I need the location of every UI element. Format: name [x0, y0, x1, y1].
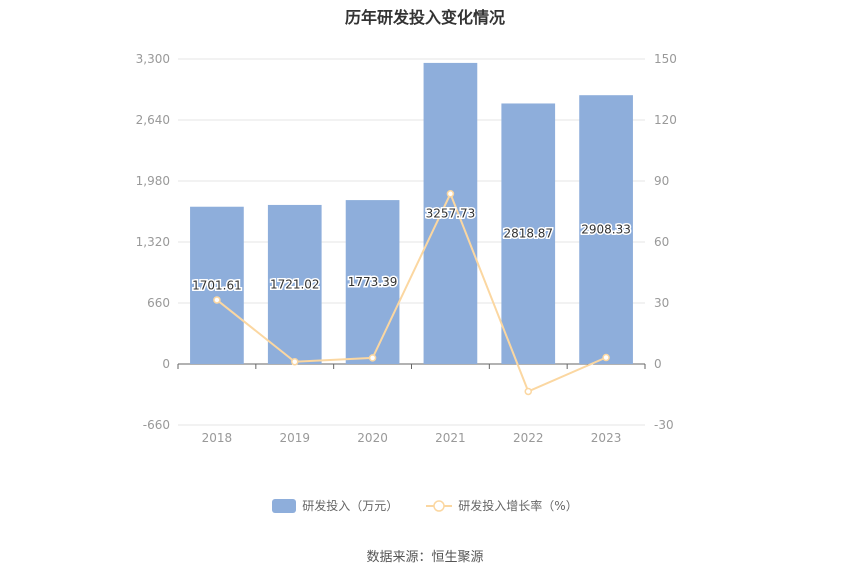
bar — [190, 206, 244, 364]
x-tick-label: 2020 — [357, 431, 388, 445]
bar — [579, 95, 633, 365]
grid-lines — [178, 58, 645, 426]
growth-line — [216, 191, 607, 393]
bar-value-label: 1773.39 — [348, 275, 398, 289]
y-left-tick-label: 1,980 — [136, 174, 170, 188]
y-right-tick-label: 90 — [654, 174, 669, 188]
line-series — [213, 190, 610, 396]
line-point — [446, 190, 455, 198]
legend-swatch-bar — [272, 498, 297, 513]
bar-value-label: 1701.61 — [192, 278, 242, 292]
bar — [345, 200, 400, 364]
x-tick-label: 2023 — [591, 431, 622, 445]
bar-value-label: 2908.33 — [581, 223, 631, 237]
bar — [267, 204, 322, 364]
legend-swatch-line — [426, 499, 453, 512]
axes: 3,300 2,640 1,980 1,320 660 0 -660 150 120 90 60 30… — [136, 52, 677, 445]
x-tick-label: 2022 — [513, 431, 544, 445]
bar — [423, 62, 478, 365]
y-left-tick-label: 660 — [147, 296, 170, 310]
y-left-tick-label: 0 — [162, 357, 170, 371]
source-note: 数据来源：恒生聚源 — [366, 550, 484, 565]
y-right-tick-label: 30 — [654, 296, 669, 310]
y-right-tick-label: -30 — [654, 418, 674, 432]
y-left-tick-label: 2,640 — [136, 113, 170, 127]
y-right-tick-label: 0 — [654, 357, 662, 371]
bar-value-label: 1721.02 — [270, 277, 320, 291]
line-point — [524, 387, 532, 396]
line-point — [602, 353, 610, 362]
bar-value-label: 2818.87 — [503, 227, 553, 241]
bar-series — [190, 62, 633, 365]
bar-value-label: 3257.73 — [426, 206, 476, 220]
legend-item-line[interactable]: 研发投入增长率（%） — [426, 497, 578, 514]
y-right-tick-label: 60 — [654, 235, 669, 249]
line-point — [213, 296, 221, 304]
bar — [501, 103, 556, 364]
data-labels: 1701.61 1721.02 1773.39 3257.73 2818.87 2908.… — [191, 205, 633, 294]
line-point — [368, 354, 377, 362]
y-right-tick-label: 120 — [654, 113, 677, 127]
x-tick-label: 2021 — [435, 431, 466, 445]
legend-item-bar[interactable]: 研发投入（万元） — [272, 497, 398, 514]
x-tick-label: 2018 — [202, 431, 233, 445]
y-right-tick-label: 150 — [654, 52, 677, 66]
legend-label-line: 研发投入增长率（%） — [458, 499, 578, 513]
line-point — [291, 358, 299, 366]
legend: 研发投入（万元） 研发投入增长率（%） — [0, 497, 850, 514]
x-tick-label: 2019 — [279, 431, 310, 445]
chart-title: 历年研发投入变化情况 — [344, 8, 505, 27]
y-left-tick-label: 1,320 — [136, 235, 170, 249]
y-left-tick-label: -660 — [143, 418, 170, 432]
y-left-tick-label: 3,300 — [136, 52, 170, 66]
legend-label-bar: 研发投入（万元） — [302, 499, 399, 513]
